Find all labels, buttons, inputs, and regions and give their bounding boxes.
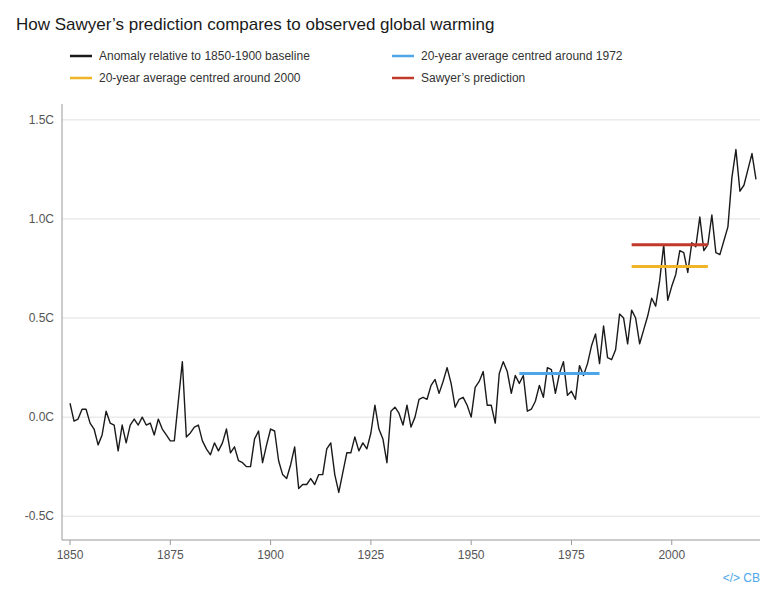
x-tick-label: 1975 [558, 548, 585, 562]
series-line [70, 150, 756, 493]
grid-line [62, 417, 760, 418]
grid-line [62, 516, 760, 517]
grid-line [62, 218, 760, 219]
background [0, 0, 780, 590]
x-tick [471, 540, 472, 545]
y-tick-label: 0.5C [29, 311, 55, 325]
x-tick [170, 540, 171, 545]
legend-label: Anomaly relative to 1850-1900 baseline [99, 49, 310, 63]
grid [62, 120, 760, 516]
series-line [519, 372, 599, 375]
title: How Sawyer’s prediction compares to obse… [16, 15, 494, 34]
grid-line [62, 119, 760, 120]
chart: How Sawyer’s prediction compares to obse… [0, 0, 780, 590]
y-tick-label: -0.5C [25, 509, 55, 523]
x-tick-label: 1900 [257, 548, 284, 562]
plot-area [70, 150, 756, 493]
x-tick [571, 540, 572, 545]
legend-swatch [392, 77, 414, 80]
legend-swatch [70, 55, 92, 58]
x-tick-label: 1925 [358, 548, 385, 562]
y-axis-line [62, 104, 63, 540]
legend-label: 20-year average centred around 2000 [99, 71, 301, 85]
axes: -0.5C 0.0C 0.5C 1.0C 1.5C 1850 1875 1900 1925 195… [25, 104, 760, 562]
legend-swatch [70, 77, 92, 80]
y-tick-label: 1.0C [29, 212, 55, 226]
x-tick-label: 1875 [157, 548, 184, 562]
series-line [632, 243, 708, 246]
x-tick [70, 540, 71, 545]
x-tick [370, 540, 371, 545]
grid-line [62, 318, 760, 319]
x-tick-label: 2000 [658, 548, 685, 562]
legend-swatch [392, 55, 414, 58]
y-tick-label: 1.5C [29, 113, 55, 127]
x-tick-label: 1950 [458, 548, 485, 562]
x-tick [671, 540, 672, 545]
series-line [632, 265, 708, 268]
y-tick-label: 0.0C [29, 410, 55, 424]
legend: Anomaly relative to 1850-1900 baseline 20… [70, 49, 623, 85]
watermark: </> CB [723, 571, 760, 585]
x-tick-label: 1850 [57, 548, 84, 562]
x-axis-line [62, 540, 760, 541]
legend-label: 20-year average centred around 1972 [421, 49, 623, 63]
x-tick [270, 540, 271, 545]
legend-label: Sawyer’s prediction [421, 71, 525, 85]
